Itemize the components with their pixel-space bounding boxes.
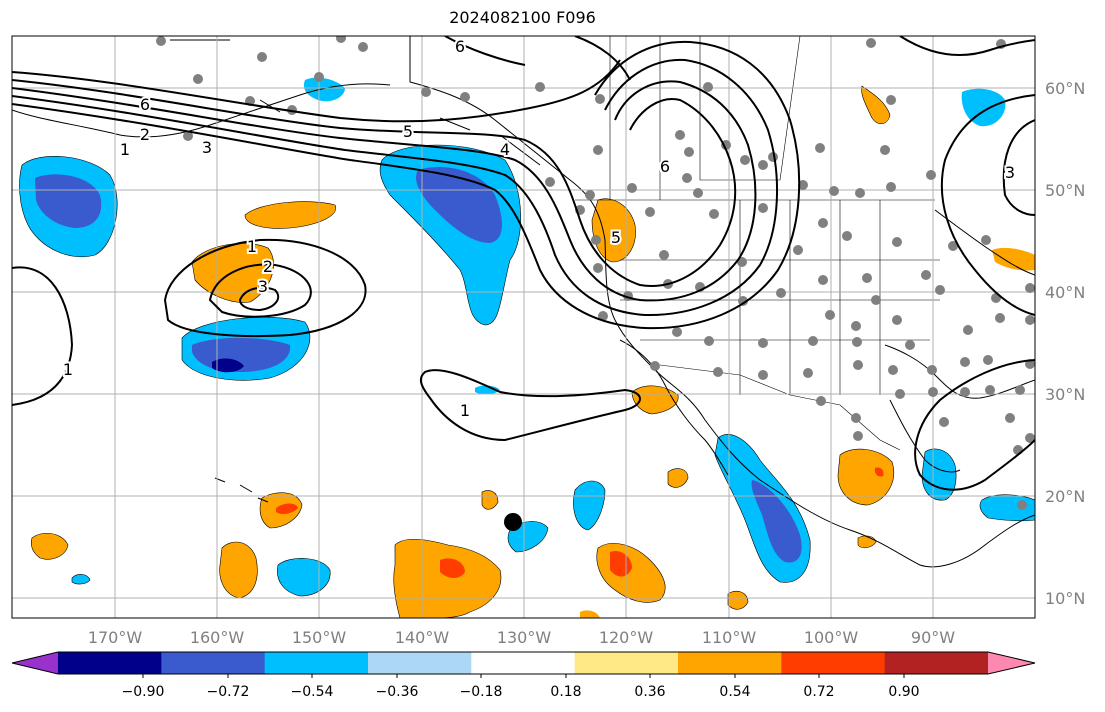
lat-tick-label: 20°N: [1045, 487, 1085, 506]
colorbar-tick-label: 0.54: [719, 684, 750, 700]
contour-label: 1: [247, 237, 257, 256]
lat-tick-label: 60°N: [1045, 79, 1085, 98]
colorbar-extend-high: [988, 652, 1035, 674]
colorbar-segment: [264, 652, 369, 674]
contour-label: 6: [455, 37, 465, 56]
map-frame: [11, 35, 1036, 619]
latitude-ticks: 10°N 20°N 30°N 40°N 50°N 60°N: [1045, 79, 1085, 608]
colorbar-tick-label: 0.18: [550, 684, 581, 700]
lat-tick-label: 40°N: [1045, 283, 1085, 302]
contour-label: 1: [120, 140, 130, 159]
political-borders: [575, 36, 940, 451]
lon-tick-label: 120°W: [599, 628, 654, 647]
contour-label: 6: [140, 95, 150, 114]
lon-tick-label: 110°W: [702, 628, 757, 647]
grid-lines: [12, 36, 1035, 618]
lon-tick-label: 140°W: [395, 628, 450, 647]
colorbar-segment: [368, 652, 472, 674]
lon-tick-label: 90°W: [911, 628, 955, 647]
lat-tick-label: 50°N: [1045, 181, 1085, 200]
coastlines: [12, 36, 1035, 568]
colorbar-segment: [161, 652, 266, 674]
positive-anomaly-fills: [30, 85, 1035, 618]
contour-lines: [12, 36, 1035, 491]
contour-label-group: 6 6 2 1 3 5 4 6 5 3 1 2 3 1 1: [61, 36, 1017, 422]
colorbar-segment: [471, 652, 576, 674]
contour-label: 5: [403, 122, 413, 141]
colorbar-tick-label: −0.72: [207, 684, 250, 700]
negative-anomaly-fills: [19, 77, 1035, 597]
colorbar-tick-label: −0.36: [376, 684, 419, 700]
colorbar: [11, 651, 1036, 678]
colorbar-segment: [574, 652, 679, 674]
contour-label: 4: [500, 140, 510, 159]
lon-tick-label: 170°W: [88, 628, 143, 647]
contour-label: 3: [202, 138, 212, 157]
colorbar-outline: [11, 651, 1036, 675]
map-layers: 6 6 2 1 3 5 4 6 5 3 1 2 3 1 1: [12, 36, 1035, 618]
colorbar-ticks: −0.90 −0.72 −0.54 −0.36 −0.18 0.18 0.36 …: [122, 684, 920, 700]
colorbar-segment: [58, 652, 162, 674]
colorbar-extend-low: [12, 652, 58, 674]
colorbar-segment: [781, 652, 886, 674]
contour-label: 3: [1005, 163, 1015, 182]
contour-label: 2: [140, 125, 150, 144]
contour-label: 1: [63, 360, 73, 379]
lon-tick-label: 160°W: [190, 628, 245, 647]
colorbar-tick-label: −0.90: [122, 684, 165, 700]
storm-position-marker: [504, 513, 522, 531]
lat-tick-label: 10°N: [1045, 589, 1085, 608]
colorbar-segment: [678, 652, 782, 674]
lon-tick-label: 150°W: [292, 628, 347, 647]
map-title: 2024082100 F096: [449, 8, 596, 27]
colorbar-tick-label: 0.90: [888, 684, 919, 700]
colorbar-segment: [884, 652, 989, 674]
lon-tick-label: 100°W: [804, 628, 859, 647]
contour-label: 5: [611, 228, 621, 247]
colorbar-tick-label: 0.72: [803, 684, 834, 700]
colorbar-tick-label: 0.36: [634, 684, 665, 700]
lon-tick-label: 130°W: [497, 628, 552, 647]
longitude-ticks: 170°W 160°W 150°W 140°W 130°W 120°W 110°…: [88, 628, 955, 647]
contour-label: 6: [660, 157, 670, 176]
colorbar-tick-label: −0.18: [460, 684, 503, 700]
contour-label: 3: [258, 277, 268, 296]
colorbar-tick-label: −0.54: [291, 684, 334, 700]
lat-tick-label: 30°N: [1045, 385, 1085, 404]
contour-label: 1: [460, 401, 470, 420]
contour-label: 2: [263, 257, 273, 276]
